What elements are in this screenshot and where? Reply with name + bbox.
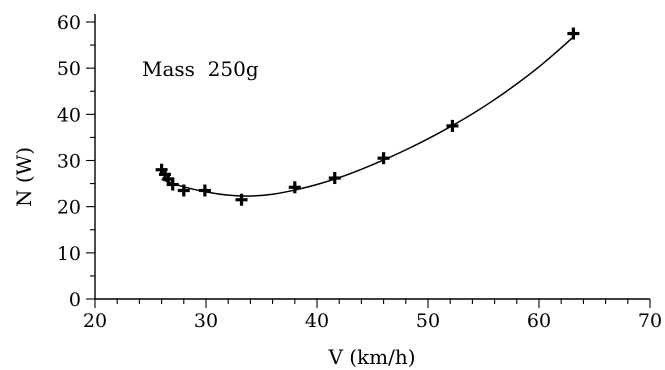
- y-tick-label: 10: [57, 243, 81, 265]
- y-tick-label: 0: [69, 289, 81, 311]
- axis-ticks-layer: [86, 21, 651, 308]
- y-tick-label: 30: [57, 151, 81, 173]
- x-axis-title: V (km/h): [327, 345, 415, 369]
- x-tick-label: 70: [638, 310, 662, 332]
- fit-curve-layer: [161, 35, 576, 197]
- y-tick-label: 20: [57, 197, 81, 219]
- x-tick-label: 20: [83, 310, 107, 332]
- data-point: [166, 178, 179, 191]
- data-point: [235, 193, 248, 206]
- y-tick-label: 40: [57, 104, 81, 126]
- data-point: [446, 119, 459, 132]
- data-point: [177, 184, 190, 197]
- x-tick-label: 50: [416, 310, 440, 332]
- plot-area: [94, 14, 650, 300]
- tick-labels-layer: 20 30 40 50 60 70 0 10 20 30 40 50 60: [57, 12, 662, 332]
- x-tick-label: 60: [527, 310, 551, 332]
- data-point: [567, 27, 580, 40]
- y-axis-title: N (W): [12, 147, 36, 207]
- y-tick-label: 50: [57, 58, 81, 80]
- data-point: [377, 152, 390, 165]
- x-tick-label: 40: [305, 310, 329, 332]
- data-points-layer: [155, 27, 580, 206]
- fit-curve: [161, 35, 576, 197]
- x-tick-label: 30: [194, 310, 218, 332]
- data-point: [198, 184, 211, 197]
- mass-annotation: Mass 250g: [142, 57, 259, 81]
- y-tick-label: 60: [57, 12, 81, 34]
- data-point: [288, 181, 301, 194]
- data-point: [328, 172, 341, 185]
